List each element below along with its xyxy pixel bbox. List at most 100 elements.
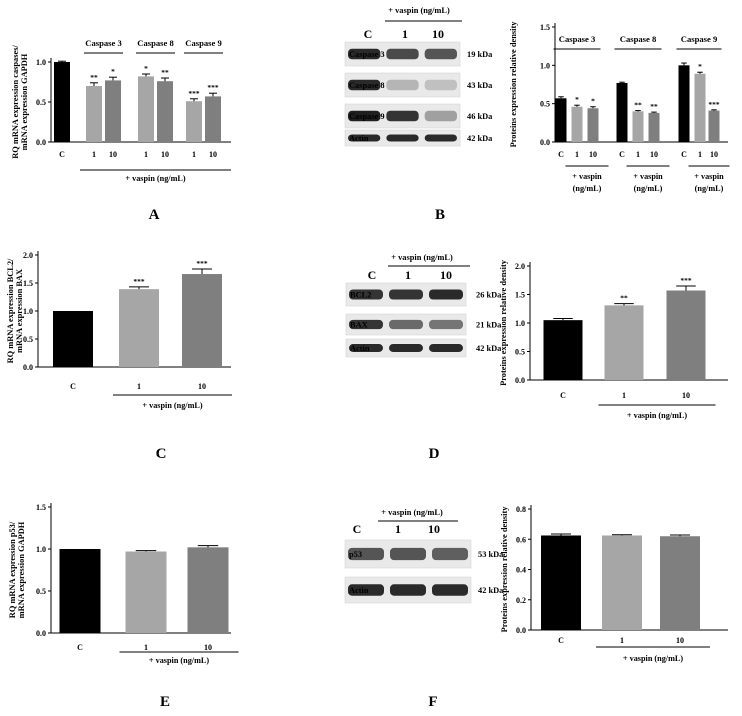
treatment-label: + vaspin	[633, 172, 663, 181]
significance-marker: ***	[196, 259, 208, 268]
significance-marker: ***	[133, 277, 145, 286]
y-tick-label: 2.0	[515, 262, 525, 271]
protein-band	[386, 48, 419, 60]
blot-protein-label: Caspase 9	[349, 112, 385, 121]
x-tick-label: C	[77, 643, 83, 652]
significance-marker: *	[698, 62, 702, 71]
y-tick-label: 0.5	[515, 348, 525, 357]
x-tick-label: 10	[682, 391, 690, 400]
x-tick-label: 10	[650, 150, 658, 159]
y-axis-label-line: mRNA expression GAPDH	[17, 521, 26, 618]
bar	[602, 535, 642, 630]
blot-size-label: 53 kDa	[478, 550, 504, 559]
y-tick-label: 1.0	[540, 61, 550, 70]
protein-band	[390, 547, 426, 561]
blot-protein-label: BAX	[350, 321, 368, 330]
x-tick-label: 1	[144, 643, 148, 652]
protein-band	[390, 584, 426, 596]
bar	[571, 106, 583, 142]
x-tick-label: C	[558, 150, 564, 159]
y-axis-label: Proteins expression relative density	[500, 506, 509, 633]
protein-band	[349, 289, 383, 300]
significance-marker: **	[620, 294, 628, 303]
significance-marker: ***	[680, 276, 692, 285]
protein-band	[349, 319, 383, 330]
blot-lane-label: 1	[405, 268, 411, 282]
x-tick-label: 1	[92, 150, 96, 159]
y-tick-label: 1.5	[515, 291, 525, 300]
bar	[54, 62, 70, 142]
protein-band	[386, 79, 419, 91]
x-tick-label: 10	[676, 636, 684, 645]
y-axis-label-line: Proteins expression relative density	[509, 21, 518, 148]
y-tick-label: 1.0	[515, 319, 525, 328]
bar	[604, 305, 644, 380]
blot-size-label: 43 kDa	[467, 81, 493, 90]
x-tick-label: C	[560, 391, 566, 400]
treatment-label: + vaspin	[694, 172, 724, 181]
blot-treatment-label: + vaspin (ng/mL)	[391, 253, 453, 262]
protein-band	[348, 79, 381, 91]
blot-size-label: 46 kDa	[467, 112, 493, 121]
y-tick-label: 0.0	[23, 363, 33, 372]
significance-marker: *	[111, 67, 115, 76]
group-label: Caspase 9	[681, 34, 718, 44]
treatment-label: + vaspin (ng/mL)	[623, 654, 683, 663]
bar	[187, 547, 229, 633]
chart-panel-d: 0.0 0.5 1.0 1.5 2.0 Proteins expression relat…	[499, 259, 728, 420]
y-axis-label: RQ mRNA expression BCL2/mRNA expression …	[6, 258, 24, 363]
x-tick-label: 1	[622, 391, 626, 400]
significance-marker: ***	[708, 100, 720, 109]
y-axis-label: RQ mRNA expression p53/mRNA expression G…	[8, 521, 26, 618]
x-tick-label: 10	[204, 643, 212, 652]
blot-protein-label: BCL2	[350, 291, 371, 300]
blot-lane-label: 1	[395, 522, 401, 536]
x-tick-label: 1	[137, 382, 141, 391]
blot-size-label: 26 kDa	[476, 291, 502, 300]
protein-band	[348, 48, 381, 60]
panel-letter-e: E	[160, 694, 170, 710]
treatment-label: (ng/mL)	[695, 184, 724, 193]
y-tick-label: 2.0	[23, 251, 33, 260]
significance-marker: **	[90, 73, 98, 82]
y-axis-label-line: Proteins expression relative density	[500, 506, 509, 633]
treatment-label: + vaspin (ng/mL)	[125, 174, 185, 183]
bar	[648, 112, 660, 142]
blot-lane-label: 1	[402, 27, 408, 41]
y-tick-label: 0.5	[540, 100, 550, 109]
panel-letter-d: D	[429, 446, 440, 462]
bar	[125, 551, 167, 633]
x-tick-label: 10	[109, 150, 117, 159]
y-tick-label: 1.5	[540, 23, 550, 32]
y-tick-label: 1.0	[36, 58, 46, 67]
protein-band	[348, 110, 381, 122]
group-label: Caspase 8	[620, 34, 657, 44]
y-tick-label: 0.6	[516, 535, 526, 544]
chart-panel-f: 0.0 0.2 0.4 0.6 0.8 Proteins expression relat…	[500, 505, 728, 663]
bar	[660, 536, 700, 630]
panel-letter-b: B	[435, 207, 445, 223]
group-label: Caspase 9	[185, 38, 222, 48]
bar	[587, 108, 599, 142]
x-tick-label: 1	[620, 636, 624, 645]
protein-band	[429, 289, 463, 300]
y-axis-label-line: mRNA expression GAPDH	[20, 53, 29, 150]
protein-band	[424, 79, 457, 91]
significance-marker: **	[161, 68, 169, 77]
bar	[86, 86, 102, 142]
bar	[157, 81, 173, 142]
treatment-label: (ng/mL)	[573, 184, 602, 193]
treatment-label: + vaspin (ng/mL)	[627, 411, 687, 420]
y-tick-label: 0.0	[540, 138, 550, 147]
y-axis-label-line: RQ mRNA expression p53/	[8, 521, 17, 618]
y-tick-label: 0.0	[36, 138, 46, 147]
bar	[205, 96, 221, 142]
blot-size-label: 42 kDa	[467, 134, 493, 143]
bar	[543, 320, 583, 380]
protein-band	[348, 547, 384, 561]
panel-letter-c: C	[156, 446, 167, 462]
bar	[105, 80, 121, 142]
blot-lane-label: 10	[440, 268, 452, 282]
bar	[541, 535, 581, 630]
